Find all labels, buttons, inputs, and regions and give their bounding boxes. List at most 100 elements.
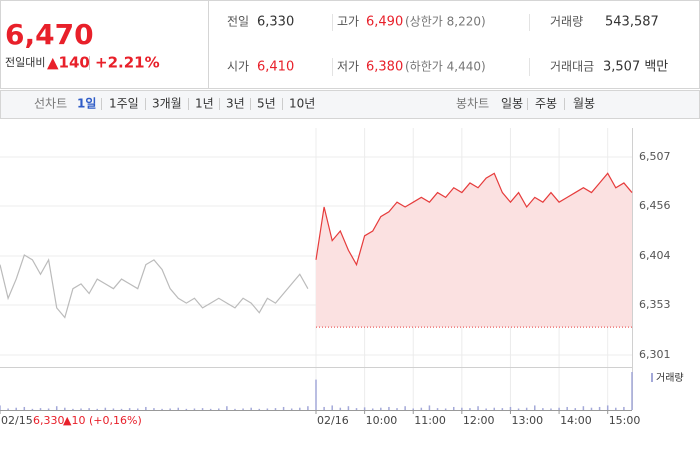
tab-group-label: 선차트: [34, 97, 67, 111]
volume-bar: [299, 407, 301, 410]
price-line: [0, 254, 309, 319]
volume-bar: [380, 407, 382, 410]
volume-bar: [209, 408, 212, 410]
annotation: (+0,16%): [89, 414, 142, 427]
price: 6,470: [5, 18, 94, 51]
summary-label: 거래대금: [550, 60, 594, 74]
y-tick-label: 6,301: [639, 348, 671, 361]
volume-bar: [201, 408, 204, 410]
tab[interactable]: 1주일: [109, 97, 139, 111]
x-tick-label: 10:00: [366, 414, 398, 427]
summary-value: 6,490: [366, 15, 403, 30]
y-tick-label: 6,456: [639, 199, 671, 212]
volume-bar: [477, 406, 479, 410]
volume-bar: [590, 407, 593, 410]
volume-bar: [258, 408, 261, 410]
volume-legend: 거래량: [656, 372, 684, 384]
volume-bar: [96, 408, 98, 410]
volume-bar: [542, 408, 544, 410]
volume-bar: [23, 406, 26, 410]
tab[interactable]: 1년: [195, 97, 214, 111]
volume-bar: [550, 408, 552, 410]
volume-bar: [193, 408, 196, 410]
volume-bar: [266, 408, 269, 410]
x-tick-label: 14:00: [560, 414, 592, 427]
volume-bar: [396, 408, 398, 410]
change-label: 전일대비: [5, 55, 45, 69]
volume-bar: [315, 379, 317, 410]
change: ▲140: [47, 54, 90, 72]
tab[interactable]: 5년: [257, 97, 276, 111]
volume-bar: [290, 408, 293, 410]
annotation: 6,330: [33, 414, 65, 427]
volume-bar: [347, 406, 350, 410]
summary-value: 3,507 백만: [603, 60, 668, 75]
volume-bar: [444, 408, 447, 410]
tab[interactable]: 월봉: [573, 97, 595, 111]
volume-bar: [39, 408, 42, 410]
x-tick-label: 11:00: [414, 414, 446, 427]
volume-bar: [136, 408, 139, 410]
tab[interactable]: 10년: [289, 97, 315, 111]
volume-bar: [412, 408, 414, 410]
volume-bar: [339, 407, 342, 410]
summary-value: 6,410: [257, 60, 294, 75]
volume-bar: [128, 408, 131, 410]
volume-bar: [534, 405, 536, 410]
summary-label: 전일: [227, 15, 249, 29]
volume-bar: [452, 406, 455, 410]
summary-note: (하한가 4,440): [405, 60, 486, 74]
volume-bar: [485, 408, 487, 410]
volume-bar: [120, 408, 123, 410]
x-tick-label: 15:00: [609, 414, 641, 427]
volume-bar: [517, 408, 520, 410]
volume-bar: [606, 405, 609, 410]
volume-bar: [566, 406, 568, 410]
tab[interactable]: 일봉: [501, 97, 523, 111]
volume-bar: [388, 406, 390, 410]
volume-bar: [355, 408, 358, 410]
volume-bar: [218, 408, 220, 410]
area: [316, 173, 632, 328]
summary-note: (상한가 8,220): [405, 15, 486, 29]
volume-bar: [404, 406, 406, 410]
header-box: [0, 0, 700, 89]
volume-bar: [615, 407, 617, 410]
volume-bar: [623, 406, 625, 410]
volume-bar: [331, 405, 333, 410]
volume-bar: [226, 406, 228, 410]
price-line: [315, 172, 633, 267]
x-tick-label: 02/16: [317, 414, 349, 427]
x-tick-label: 12:00: [463, 414, 495, 427]
volume-bar: [177, 407, 180, 410]
summary-label: 시가: [227, 60, 249, 74]
volume-bar: [509, 406, 512, 410]
tab[interactable]: 주봉: [535, 97, 557, 111]
volume-bar: [7, 408, 9, 410]
volume-bar: [307, 406, 309, 410]
volume-bar: [525, 407, 528, 410]
y-tick-label: 6,353: [639, 298, 671, 311]
volume-bar: [15, 407, 17, 410]
volume-bar: [436, 408, 439, 410]
tab[interactable]: 1일: [77, 97, 96, 111]
volume-bar: [145, 406, 147, 410]
summary-label: 고가: [337, 15, 359, 29]
volume-bar: [88, 408, 90, 410]
tab[interactable]: 3개월: [152, 97, 182, 111]
summary-value: 6,380: [366, 60, 403, 75]
volume-bar: [112, 408, 115, 410]
volume-bar: [558, 407, 560, 410]
y-tick-label: 6,404: [639, 249, 671, 262]
volume-bar: [631, 372, 633, 410]
summary-value: 543,587: [605, 15, 659, 30]
y-tick-label: 6,507: [639, 150, 671, 163]
volume-bar: [371, 408, 374, 410]
tab[interactable]: 3년: [226, 97, 245, 111]
volume-bar: [72, 408, 74, 410]
volume-bar: [323, 406, 325, 410]
volume-bar: [574, 408, 577, 410]
volume-bar: [47, 408, 50, 410]
volume-bar: [598, 406, 601, 410]
